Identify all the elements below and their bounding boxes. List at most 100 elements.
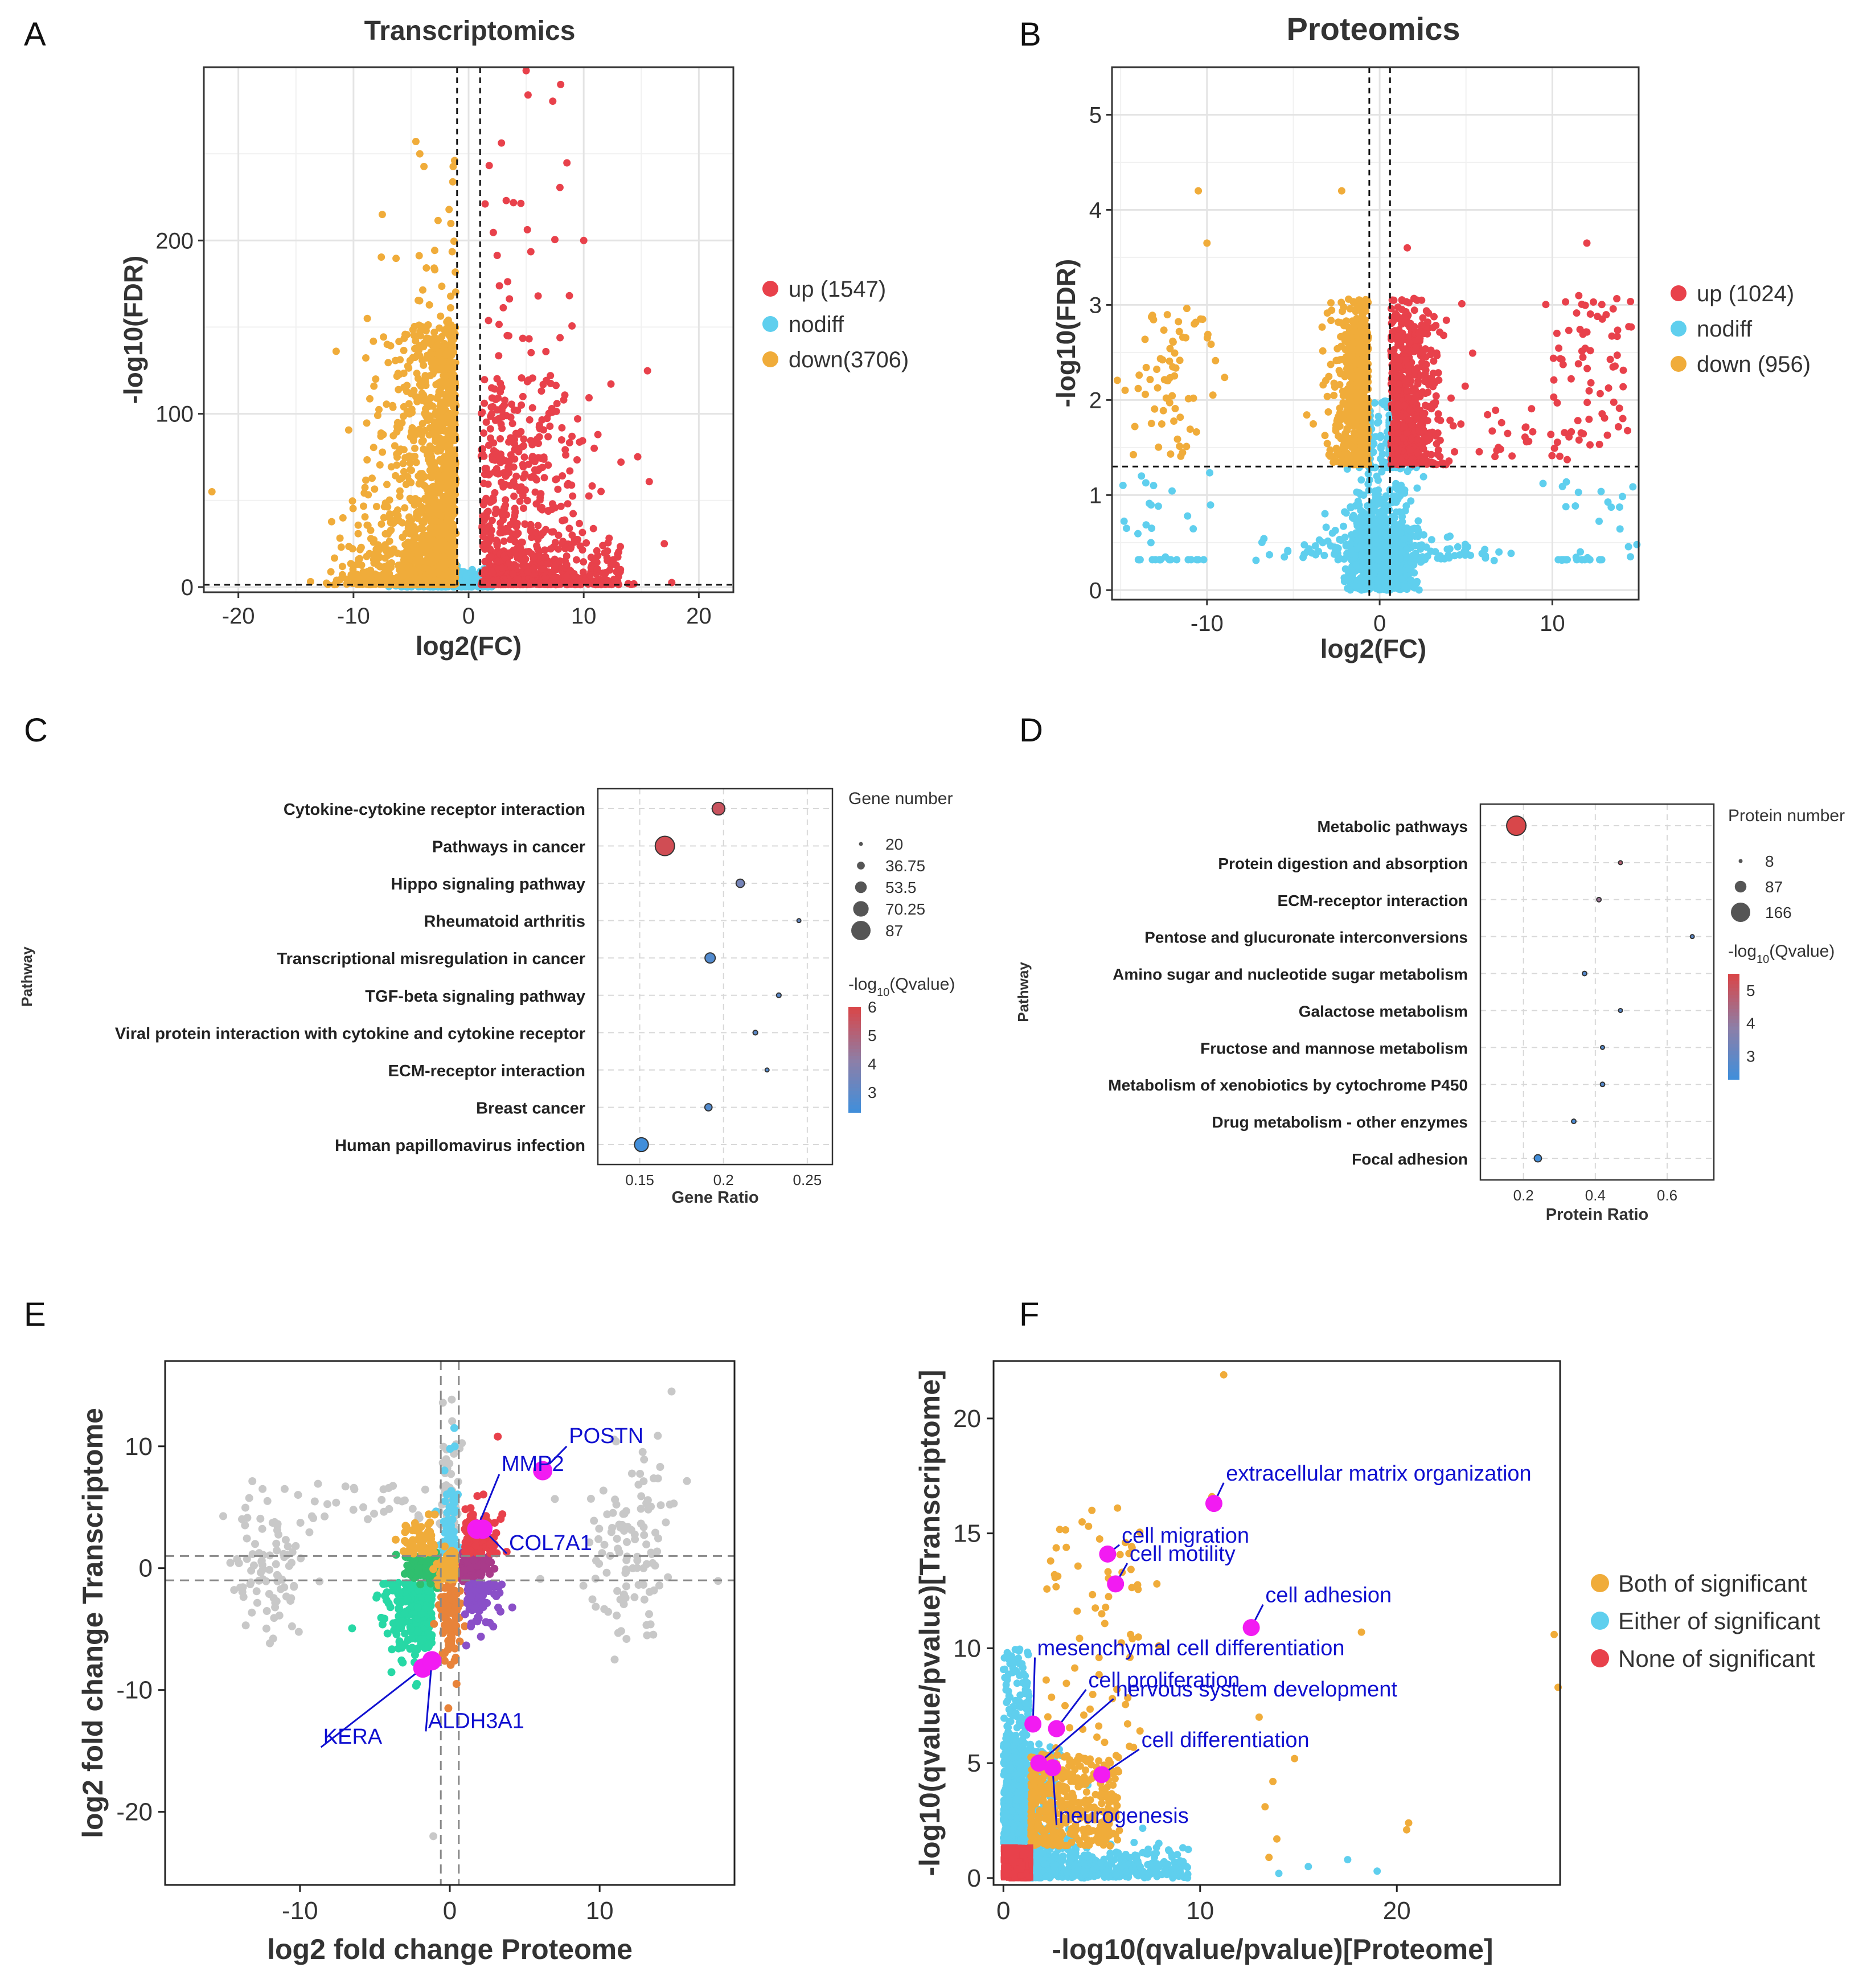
data-point — [413, 370, 421, 378]
data-point — [1347, 368, 1355, 376]
data-point — [1200, 556, 1208, 564]
data-point — [585, 394, 593, 401]
data-point — [1176, 413, 1184, 421]
data-point — [1377, 442, 1385, 450]
data-point — [1410, 583, 1418, 591]
data-point — [1345, 389, 1353, 396]
data-point — [499, 510, 507, 518]
data-point — [1352, 529, 1360, 537]
data-point — [1142, 479, 1150, 487]
data-point — [1319, 347, 1327, 355]
data-point — [1407, 497, 1415, 505]
data-point — [597, 487, 605, 495]
data-point — [445, 387, 453, 395]
data-point — [1150, 315, 1158, 323]
data-point — [1300, 550, 1308, 558]
data-point — [543, 376, 550, 384]
data-point — [1119, 481, 1127, 489]
data-point — [539, 565, 547, 573]
data-point — [1154, 502, 1162, 510]
data-point — [1373, 472, 1381, 480]
data-point — [1154, 384, 1162, 392]
data-point — [561, 446, 569, 454]
data-point — [542, 347, 550, 355]
data-point — [1169, 338, 1177, 346]
data-point — [549, 97, 557, 105]
panel-label-d: D — [1019, 712, 1043, 749]
data-point — [389, 403, 397, 411]
data-point — [446, 489, 454, 496]
data-point — [418, 507, 426, 515]
data-point — [1173, 435, 1181, 443]
data-point — [447, 292, 454, 300]
data-point — [601, 569, 609, 577]
data-point — [1330, 379, 1338, 387]
data-point — [437, 312, 445, 320]
data-point — [1123, 524, 1130, 532]
data-point — [348, 497, 356, 505]
data-point — [360, 502, 367, 510]
data-point — [1627, 553, 1634, 561]
data-point — [1151, 405, 1159, 413]
data-point — [336, 534, 344, 542]
data-point — [489, 228, 497, 236]
data-point — [1389, 514, 1397, 522]
data-point — [609, 560, 617, 567]
data-point — [485, 162, 493, 170]
data-point — [585, 492, 593, 500]
data-point — [406, 459, 414, 467]
data-point — [1142, 391, 1149, 398]
data-point — [1324, 408, 1332, 416]
data-point — [576, 542, 584, 550]
data-point — [576, 519, 583, 527]
data-point — [495, 282, 503, 290]
data-point — [362, 354, 370, 362]
data-point — [1184, 556, 1192, 564]
data-point — [506, 457, 514, 465]
data-point — [415, 480, 423, 488]
panel-label-b: B — [1019, 16, 1041, 53]
data-point — [482, 524, 490, 531]
data-point — [1616, 503, 1623, 511]
data-point — [1266, 551, 1273, 559]
data-point — [500, 537, 508, 545]
data-point — [332, 347, 340, 355]
data-point — [405, 477, 413, 485]
data-point — [502, 524, 510, 532]
data-point — [1312, 551, 1320, 559]
data-point — [643, 367, 651, 375]
panel-label-c: C — [24, 712, 48, 749]
data-point — [553, 400, 561, 408]
data-point — [514, 529, 521, 536]
data-point — [559, 538, 567, 546]
y-tick-label: 200 — [155, 228, 194, 253]
data-point — [520, 453, 528, 461]
points-layer — [208, 67, 676, 591]
data-point — [1357, 320, 1365, 328]
data-point — [1176, 356, 1184, 364]
data-point — [385, 496, 393, 504]
data-point — [1604, 498, 1612, 506]
data-point — [497, 435, 504, 442]
data-point — [370, 559, 378, 567]
data-point — [502, 496, 510, 504]
data-point — [411, 546, 418, 554]
data-point — [520, 505, 527, 512]
data-point — [1339, 399, 1347, 407]
data-point — [1134, 384, 1142, 392]
data-point — [1371, 567, 1379, 575]
data-point — [1131, 423, 1139, 431]
data-point — [524, 568, 532, 576]
data-point — [405, 364, 413, 372]
data-point — [536, 505, 544, 512]
data-point — [363, 419, 371, 427]
x-ticks: -20 -10 0 10 20 — [222, 592, 712, 629]
data-point — [1382, 530, 1389, 538]
data-point — [391, 442, 399, 450]
data-point — [504, 278, 512, 286]
data-point — [506, 295, 514, 303]
data-point — [400, 446, 408, 454]
data-point — [530, 472, 537, 480]
data-point — [1370, 399, 1378, 407]
data-point — [520, 435, 528, 443]
